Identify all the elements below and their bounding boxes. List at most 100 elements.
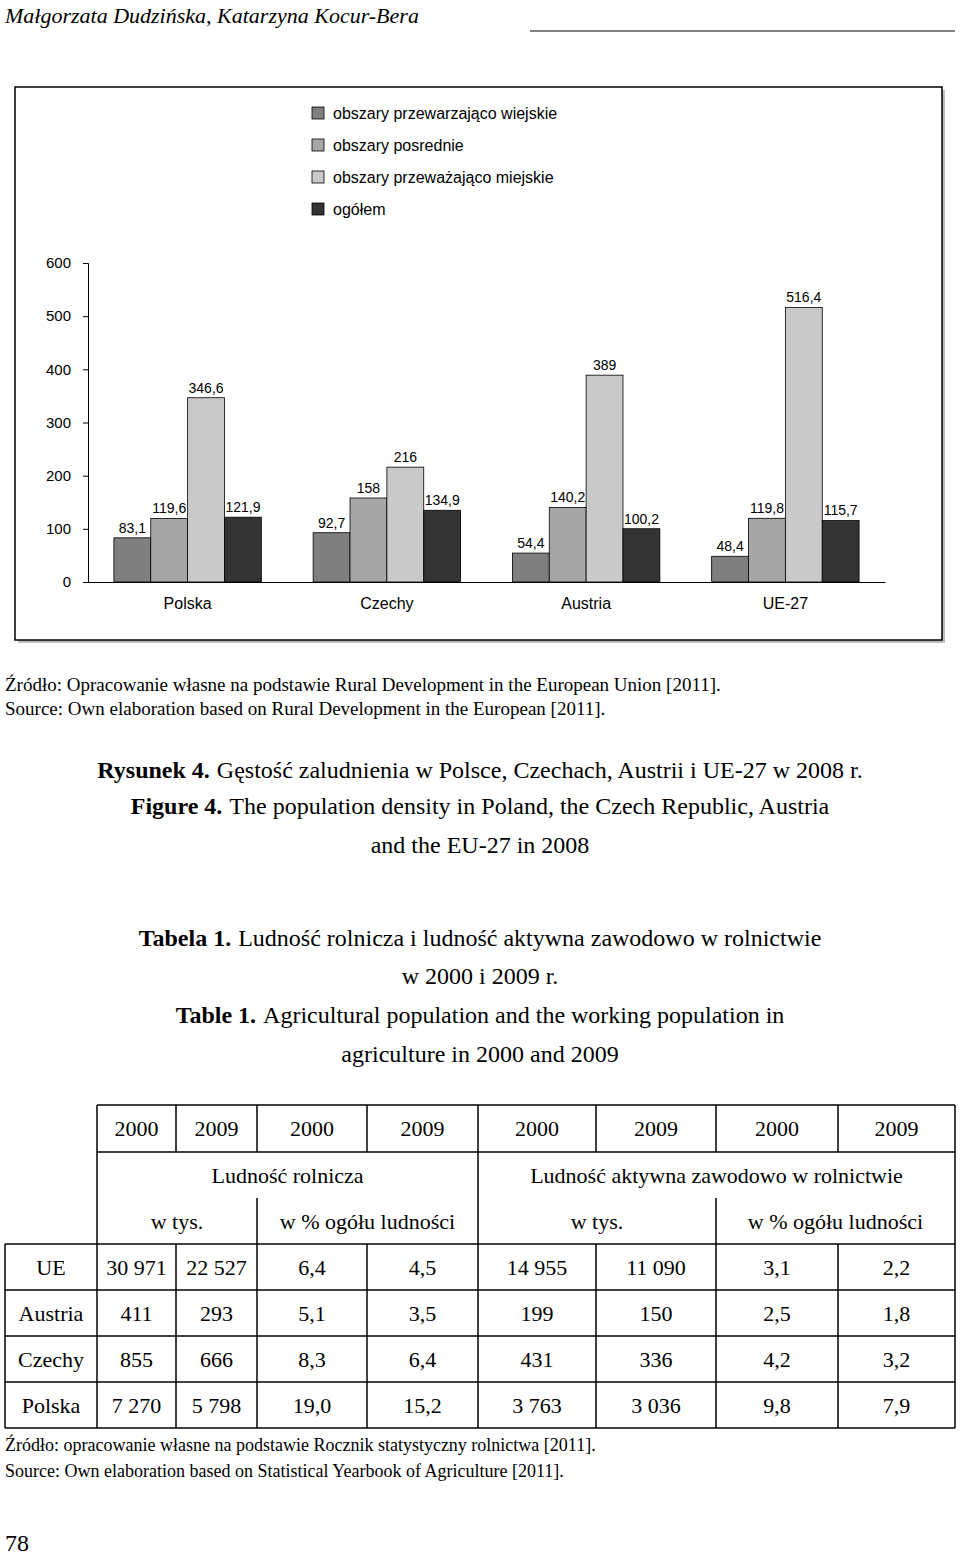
table-unit: w % ogółu ludności (748, 1209, 923, 1234)
figure-caption-en: Figure 4.The population density in Polan… (131, 793, 830, 819)
table-caption-en-label: Table 1. (176, 1002, 256, 1028)
bar (188, 398, 225, 582)
table-cell: 9,8 (763, 1393, 791, 1418)
data-label: 158 (357, 480, 381, 496)
table-caption-en: agriculture in 2000 and 2009 (341, 1041, 618, 1067)
table: 20002009200020092000200920002009Ludność … (5, 1105, 955, 1428)
y-tick-mark (83, 263, 88, 264)
y-tick: 200 (46, 467, 88, 484)
bar (822, 520, 859, 582)
table-cell: 8,3 (298, 1347, 326, 1372)
y-tick: 0 (63, 573, 88, 590)
table-unit: w tys. (571, 1209, 624, 1234)
figure-caption-en-text: The population density in Poland, the Cz… (229, 793, 829, 819)
table-caption-pl: Tabela 1.Ludność rolnicza i ludność akty… (139, 925, 822, 951)
table-source: Source: Own elaboration based on Statist… (5, 1461, 564, 1481)
data-label: 115,7 (824, 502, 858, 518)
table-caption-en-text: Agricultural population and the working … (263, 1002, 784, 1028)
legend-label: obszary przewarzająco wiejskie (333, 105, 557, 122)
bar (586, 375, 623, 582)
table-caption-pl-text: Ludność rolnicza i ludność aktywna zawod… (238, 925, 821, 951)
table-rule (256, 1105, 258, 1152)
legend-label: obszary przeważająco miejskie (333, 169, 554, 186)
page: Małgorzata Dudzińska, Katarzyna Kocur-Be… (0, 0, 960, 1557)
legend: obszary przewarzająco wiejskie obszary po… (312, 105, 557, 218)
table-year: 2000 (515, 1116, 559, 1141)
table-year: 2000 (290, 1116, 334, 1141)
bar (749, 518, 786, 582)
table-rule (96, 1105, 98, 1428)
legend-entry: obszary posrednie (312, 137, 464, 154)
table-rule (5, 1427, 955, 1429)
table-year: 2000 (115, 1116, 159, 1141)
y-tick-label: 400 (46, 361, 71, 378)
legend-entry: obszary przeważająco miejskie (312, 169, 554, 186)
bar (712, 556, 749, 582)
bar (114, 538, 151, 582)
table-rule (5, 1289, 955, 1291)
table-cell: 336 (640, 1347, 673, 1372)
table-row-header: UE (36, 1255, 65, 1280)
data-label: 83,1 (119, 520, 146, 536)
data-label: 121,9 (225, 499, 260, 515)
table-year: 2009 (634, 1116, 678, 1141)
table-cell: 666 (200, 1347, 233, 1372)
table-rule (5, 1335, 955, 1337)
table-rule (256, 1244, 258, 1428)
table-cell: 3,2 (883, 1347, 911, 1372)
x-axis-line (89, 582, 886, 583)
table-cell: 4,5 (409, 1255, 437, 1280)
y-tick-label: 600 (46, 254, 71, 271)
table-cell: 3,1 (763, 1255, 791, 1280)
legend-entry: obszary przewarzająco wiejskie (312, 105, 557, 122)
y-tick-label: 0 (63, 573, 71, 590)
y-tick: 400 (46, 361, 88, 378)
x-tick: Czechy (360, 595, 413, 612)
x-tick-label: Austria (561, 595, 611, 612)
table-rule (97, 1151, 955, 1153)
y-tick-mark (83, 316, 88, 317)
figure-source: Źródło: Opracowanie własne na podstawie … (5, 674, 721, 695)
header-authors: Małgorzata Dudzińska, Katarzyna Kocur-Be… (4, 3, 419, 28)
table-caption-en: Table 1. Agricultural population and the … (176, 1002, 785, 1028)
table-cell: 2,5 (763, 1301, 791, 1326)
figure-caption-en: and the EU-27 in 2008 (371, 832, 590, 858)
table-cell: 293 (200, 1301, 233, 1326)
data-labels: 83,192,754,448,4119,6158140,2119,8346,62… (119, 289, 858, 554)
chart-frame (15, 87, 942, 640)
table-rule (97, 1104, 955, 1106)
y-tick-mark (83, 423, 88, 424)
table-rule (4, 1244, 6, 1428)
table-cell: 7,9 (883, 1393, 911, 1418)
table-rule (715, 1105, 717, 1152)
table-cell: 30 971 (106, 1255, 167, 1280)
table-cell: 431 (521, 1347, 554, 1372)
table-rule (715, 1244, 717, 1428)
y-tick-mark (83, 369, 88, 370)
table-group: Ludność aktywna zawodowo w rolnictwie (530, 1163, 903, 1188)
table-row-header: Polska (22, 1393, 81, 1418)
y-tick-mark (83, 529, 88, 530)
table-row-header: Czechy (18, 1347, 84, 1372)
header-rule (530, 31, 955, 32)
y-tick-label: 500 (46, 307, 71, 324)
table-rule (256, 1198, 258, 1244)
table-cell: 2,2 (883, 1255, 911, 1280)
x-tick-label: UE-27 (763, 595, 808, 612)
table-cell: 14 955 (507, 1255, 568, 1280)
table-cell: 199 (521, 1301, 554, 1326)
table-cell: 3 036 (631, 1393, 681, 1418)
table-rule (715, 1198, 717, 1244)
table-rule (477, 1152, 479, 1244)
table-unit: w % ogółu ludności (280, 1209, 455, 1234)
table-unit: w tys. (151, 1209, 204, 1234)
table-cell: 3 763 (512, 1393, 562, 1418)
data-label: 54,4 (517, 535, 544, 551)
figure-caption-pl-text: Gęstość zaludnienia w Polsce, Czechach, … (217, 757, 863, 783)
table-year: 2009 (401, 1116, 445, 1141)
bar (549, 507, 586, 582)
chart: 83,192,754,448,4119,6158140,2119,8346,62… (46, 105, 886, 612)
bar (151, 518, 188, 582)
table-cell: 6,4 (298, 1255, 326, 1280)
legend-swatch (312, 139, 324, 151)
